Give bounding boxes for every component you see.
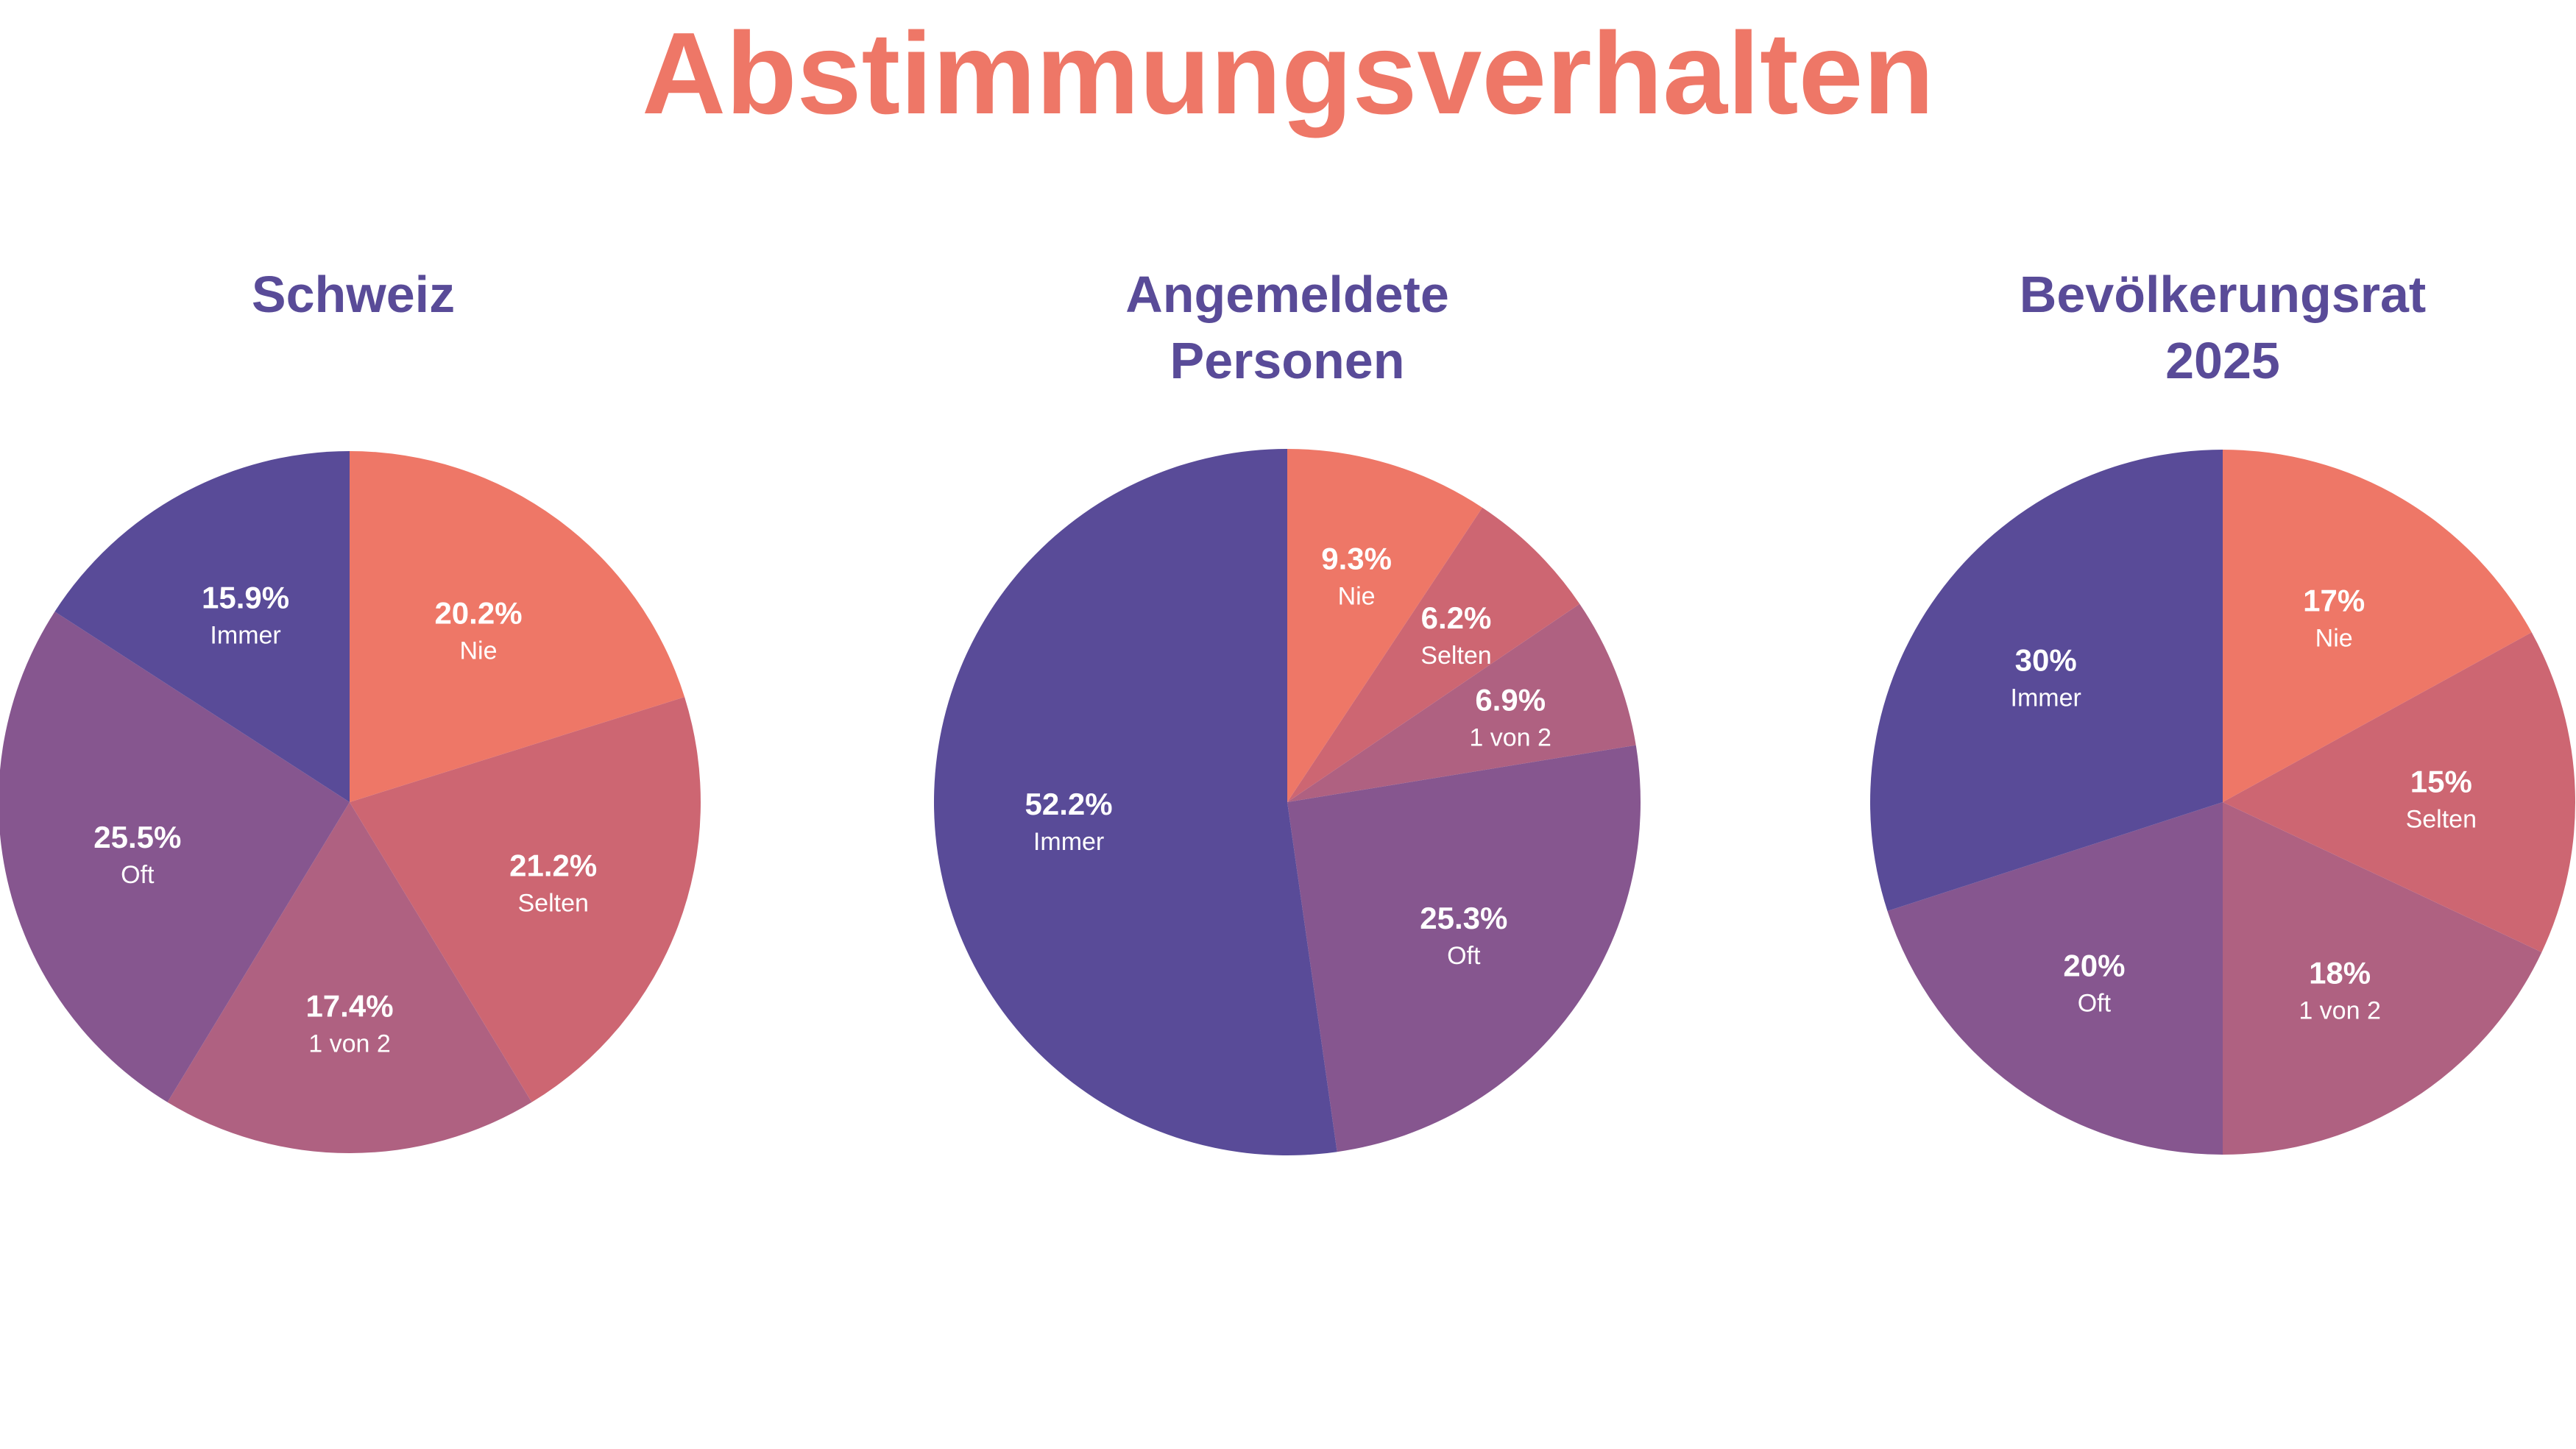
pie-slice-oft xyxy=(1287,745,1641,1152)
pie-slice-immer xyxy=(933,449,1337,1155)
pie-title-line: Angemeldete xyxy=(1125,266,1449,323)
pie-title-line: 2025 xyxy=(2165,332,2280,389)
slice-category-label: 1 von 2 xyxy=(2299,997,2381,1025)
pie-slice-oft xyxy=(0,612,350,1102)
slice-value-label: 21.2% xyxy=(509,848,597,882)
slice-value-label: 15% xyxy=(2410,765,2472,799)
pie-slice-nie xyxy=(350,451,685,802)
pie-title-line: Personen xyxy=(1170,332,1405,389)
slice-value-label: 52.2% xyxy=(1025,787,1113,821)
pie-title-line: Bevölkerungsrat xyxy=(2019,266,2427,323)
slice-value-label: 15.9% xyxy=(202,580,289,614)
slice-category-label: Nie xyxy=(1338,583,1376,611)
pie-slice-immer xyxy=(1869,450,2223,912)
pie-title-line: Schweiz xyxy=(251,266,456,323)
slice-category-label: Oft xyxy=(121,861,155,889)
slice-category-label: Oft xyxy=(2078,989,2112,1017)
chart-title: Abstimmungsverhalten xyxy=(642,9,1934,138)
slice-category-label: Immer xyxy=(1033,828,1104,856)
slice-category-label: Selten xyxy=(517,889,588,917)
pie-slice-oft xyxy=(1887,802,2223,1155)
slice-category-label: Selten xyxy=(2406,806,2477,834)
slice-category-label: Immer xyxy=(210,621,280,649)
slice-value-label: 18% xyxy=(2309,956,2371,991)
slice-value-label: 30% xyxy=(2015,642,2077,677)
slice-value-label: 6.2% xyxy=(1421,600,1492,635)
slice-value-label: 9.3% xyxy=(1321,542,1392,576)
pie-slice-nie xyxy=(2223,450,2532,802)
slice-category-label: 1 von 2 xyxy=(308,1030,391,1058)
pie-chart-1: 9.3% Nie 6.2% Selten 6.9% 1 von 2 25.3% Oft 52.2… xyxy=(933,449,1641,1155)
pie-slice-1-von-2 xyxy=(1287,603,1636,802)
slice-category-label: Nie xyxy=(459,637,497,665)
pie-title-bevoelkerungsrat-2025: Bevölkerungsrat 2025 xyxy=(1892,261,2554,394)
slice-category-label: 1 von 2 xyxy=(1469,723,1551,751)
slice-value-label: 25.3% xyxy=(1420,901,1507,935)
pie-slice-selten xyxy=(350,697,701,1102)
slice-value-label: 6.9% xyxy=(1475,682,1546,717)
pie-title-angemeldete-personen: Angemeldete Personen xyxy=(956,261,1618,394)
slice-value-label: 17.4% xyxy=(305,989,393,1024)
pie-slice-selten xyxy=(2223,632,2575,952)
pie-slice-selten xyxy=(1287,507,1580,802)
pie-slice-nie xyxy=(1287,449,1483,802)
pie-title-schweiz: Schweiz xyxy=(22,261,684,327)
pie-chart-0: 20.2% Nie 21.2% Selten 17.4% 1 von 2 25.5% Oft 1… xyxy=(0,451,701,1154)
slice-category-label: Immer xyxy=(2011,684,2081,712)
slice-value-label: 25.5% xyxy=(93,820,181,854)
slice-value-label: 17% xyxy=(2303,583,2365,617)
pie-slice-1-von-2 xyxy=(2223,802,2542,1155)
slice-category-label: Selten xyxy=(1420,642,1491,670)
pie-chart-2: 17% Nie 15% Selten 18% 1 von 2 20% Oft 30% Immer xyxy=(1869,450,2575,1155)
slice-value-label: 20% xyxy=(2063,948,2125,982)
pie-slice-immer xyxy=(54,451,350,802)
slice-category-label: Oft xyxy=(1447,942,1481,970)
slice-value-label: 20.2% xyxy=(434,596,522,631)
slice-category-label: Nie xyxy=(2315,624,2353,652)
pie-slice-1-von-2 xyxy=(167,802,532,1154)
